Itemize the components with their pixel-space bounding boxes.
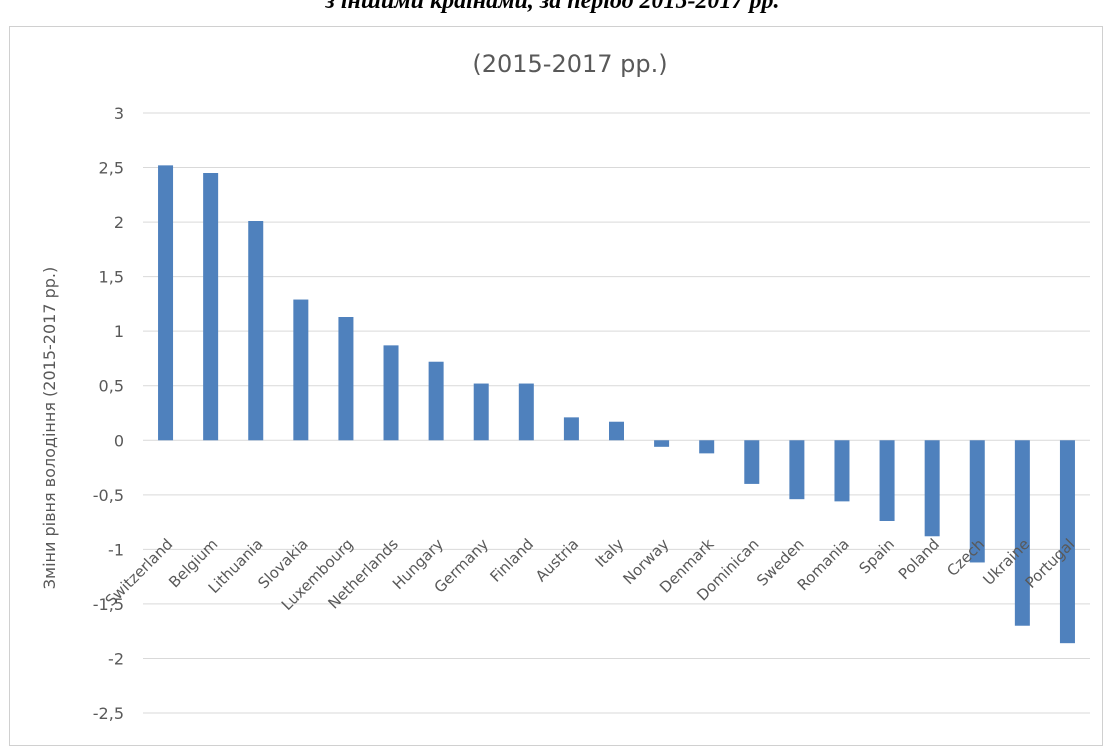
bar-slovakia — [293, 299, 309, 441]
bar-belgium — [203, 173, 219, 441]
bar-luxembourg — [338, 317, 354, 441]
bar-italy — [609, 421, 624, 441]
bar-czech — [969, 440, 985, 563]
y-tick-label: 1 — [114, 322, 124, 341]
bar-spain — [879, 440, 895, 521]
y-tick-label: 2 — [114, 213, 124, 232]
category-label: Finland — [487, 535, 538, 586]
bar-portugal — [1059, 440, 1075, 644]
chart-title: (2015-2017 рр.) — [472, 50, 667, 78]
y-tick-label: -1,5 — [93, 595, 124, 614]
category-label: Poland — [895, 535, 943, 583]
bar-germany — [473, 383, 489, 441]
bar-hungary — [428, 361, 444, 441]
bar-romania — [834, 440, 850, 502]
bars — [158, 165, 1075, 644]
gridlines — [143, 112, 1090, 714]
y-tick-label: 0,5 — [99, 377, 124, 396]
bar-austria — [563, 417, 579, 441]
bar-finland — [518, 383, 534, 441]
y-tick-label: -0,5 — [93, 486, 124, 505]
y-tick-labels: 3 2,5 2 1,5 1 0,5 0 -0,5 -1 -1,5 -2 -2,5 — [93, 104, 124, 723]
category-labels: SwitzerlandBelgiumLithuaniaSlovakiaLuxem… — [102, 535, 1079, 614]
category-label: Italy — [592, 535, 628, 571]
category-label: Austria — [532, 535, 582, 585]
y-tick-label: -1 — [108, 540, 124, 559]
bar-poland — [924, 440, 940, 537]
bar-ukraine — [1014, 440, 1030, 626]
bar-netherlands — [383, 345, 399, 441]
y-tick-label: 3 — [114, 104, 124, 123]
bar-dominican — [744, 440, 760, 484]
category-label: Spain — [856, 535, 898, 577]
y-tick-label: 1,5 — [99, 268, 124, 287]
document-caption: з іншими країнами, за період 2015-2017 р… — [325, 0, 780, 14]
bar-switzerland — [158, 165, 174, 441]
y-tick-label: -2 — [108, 649, 124, 668]
y-tick-label: -2,5 — [93, 704, 124, 723]
y-tick-label: 0 — [114, 431, 124, 450]
bar-norway — [654, 440, 670, 447]
y-tick-label: 2,5 — [99, 159, 124, 178]
bar-lithuania — [248, 221, 264, 441]
bar-sweden — [789, 440, 805, 500]
y-axis-label: Зміни рівня володіння (2015-2017 рр.) — [40, 267, 59, 589]
bar-denmark — [699, 440, 715, 454]
